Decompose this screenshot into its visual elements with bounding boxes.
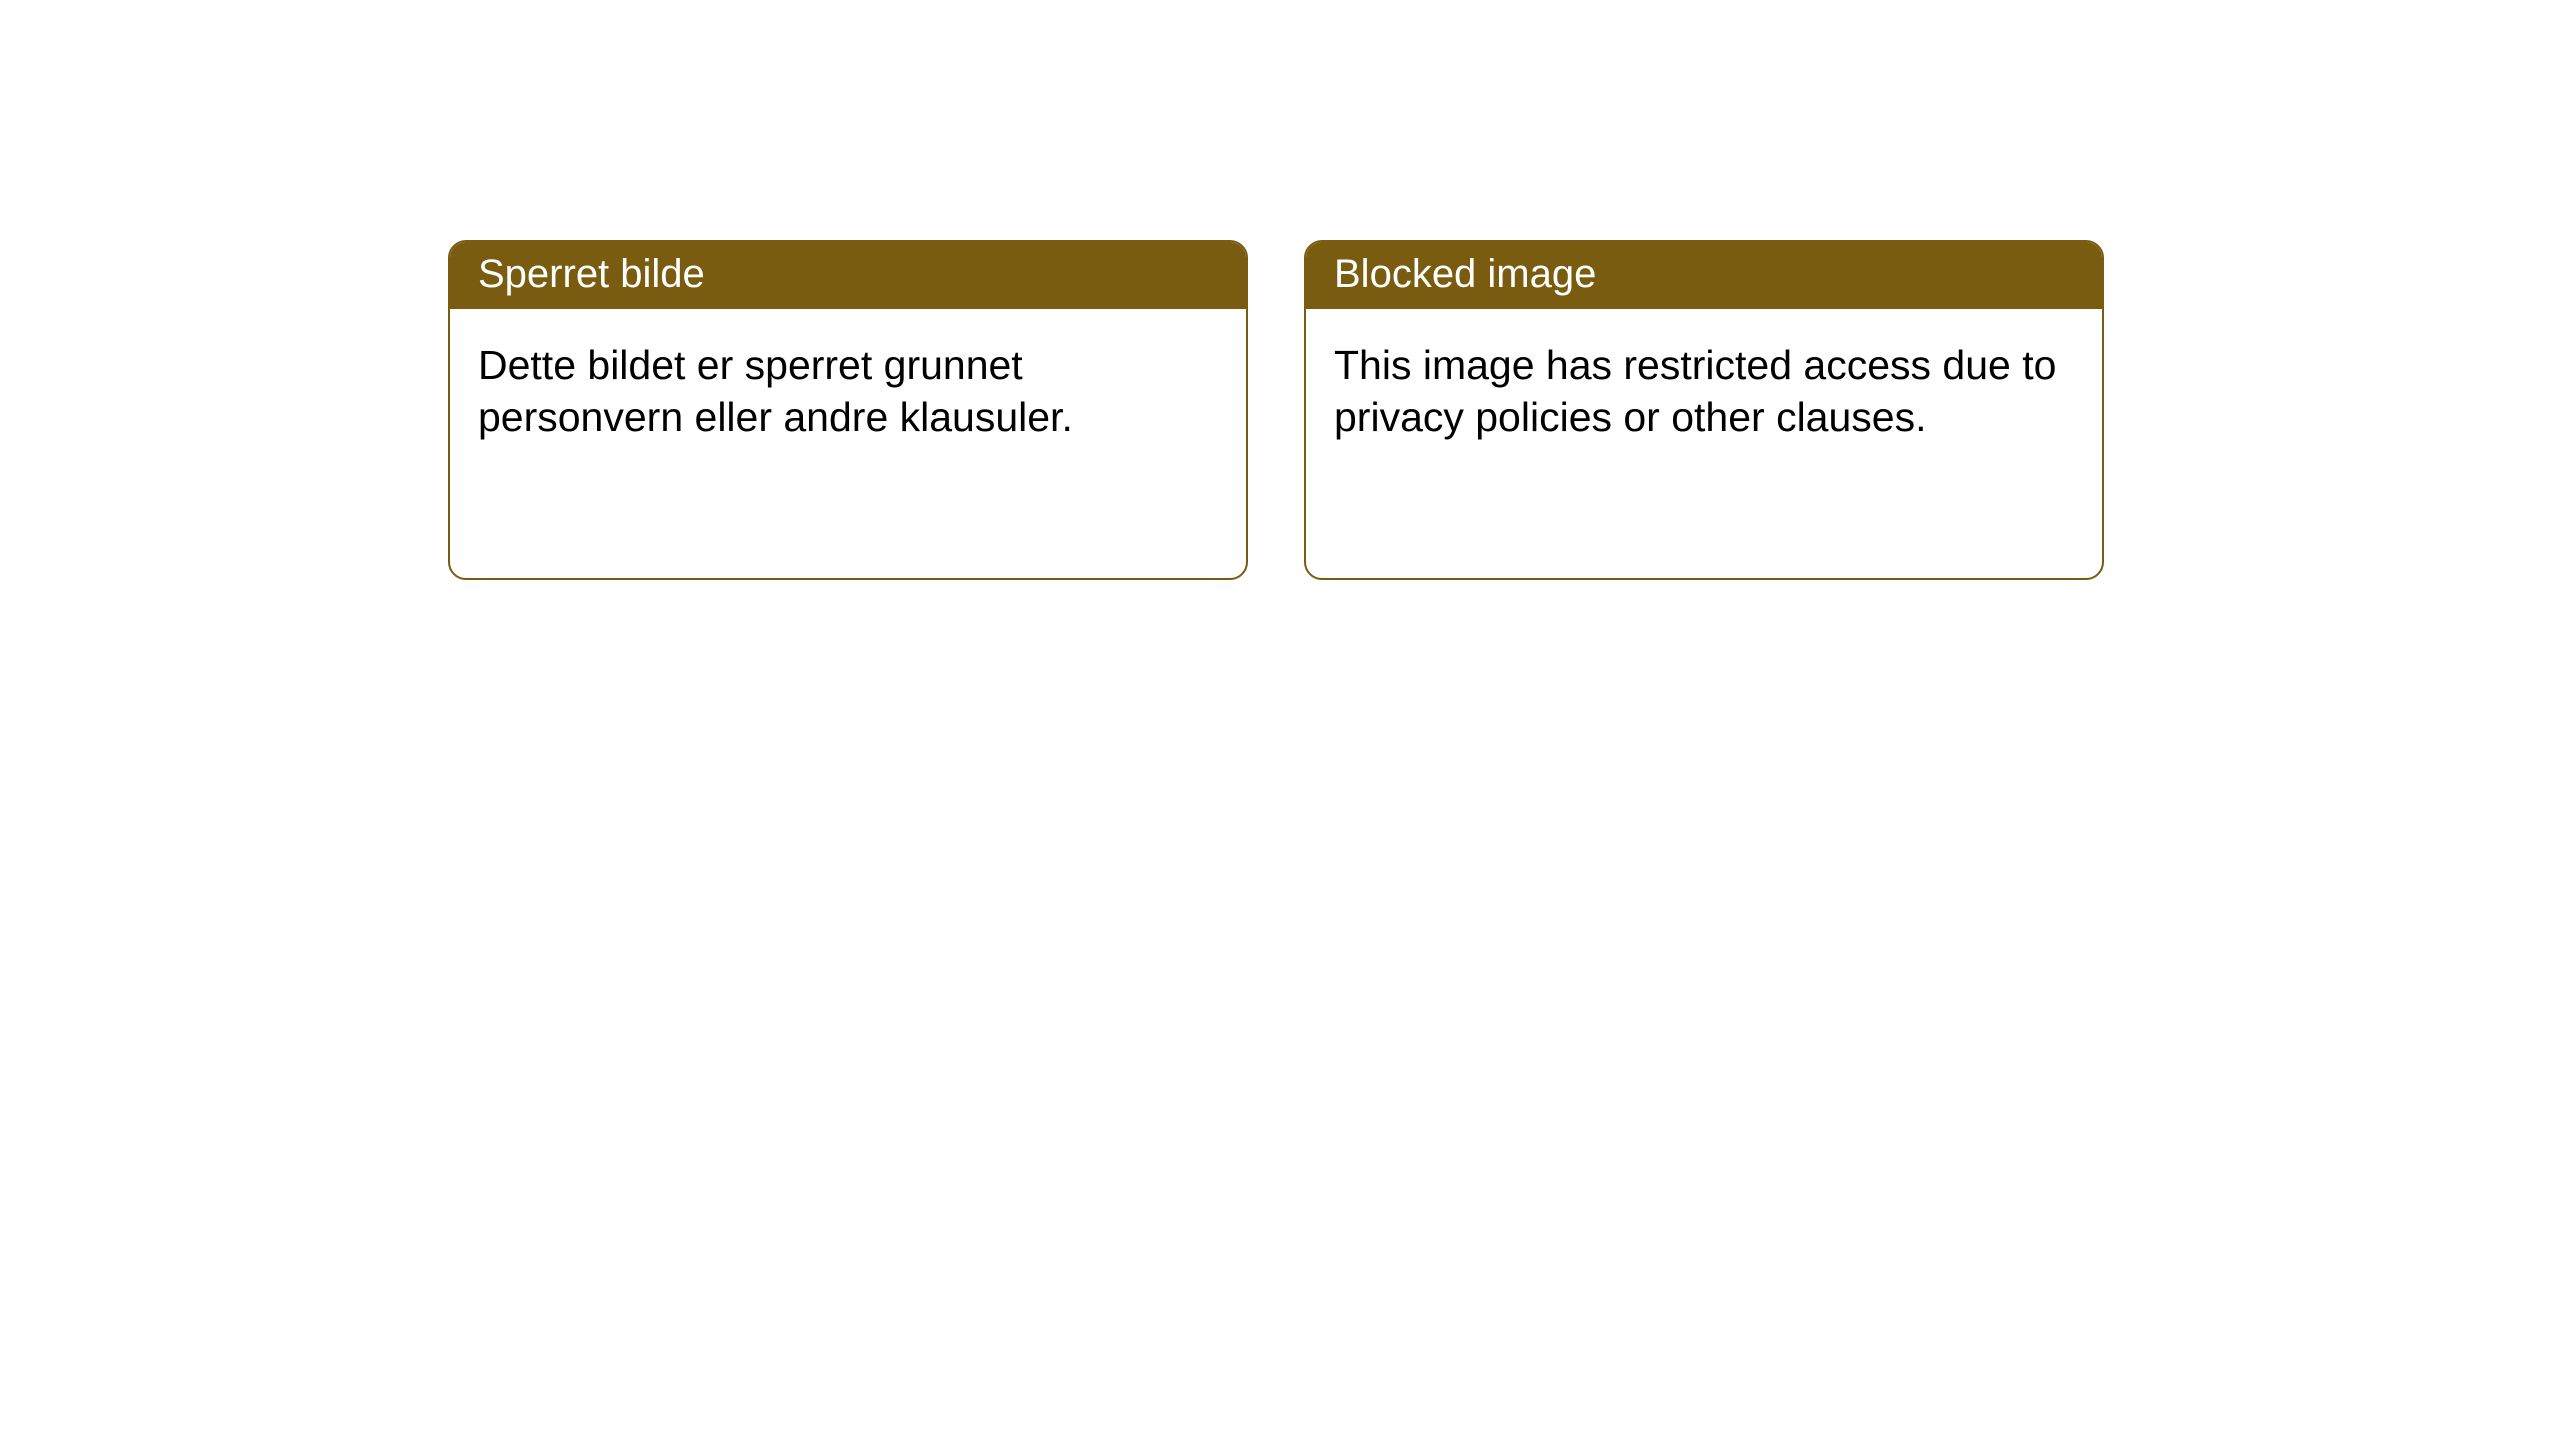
card-body: This image has restricted access due to … <box>1306 309 2102 474</box>
card-norwegian: Sperret bilde Dette bildet er sperret gr… <box>448 240 1248 580</box>
card-body: Dette bildet er sperret grunnet personve… <box>450 309 1246 474</box>
cards-container: Sperret bilde Dette bildet er sperret gr… <box>448 240 2560 580</box>
card-title: Blocked image <box>1306 242 2102 309</box>
card-title: Sperret bilde <box>450 242 1246 309</box>
card-english: Blocked image This image has restricted … <box>1304 240 2104 580</box>
